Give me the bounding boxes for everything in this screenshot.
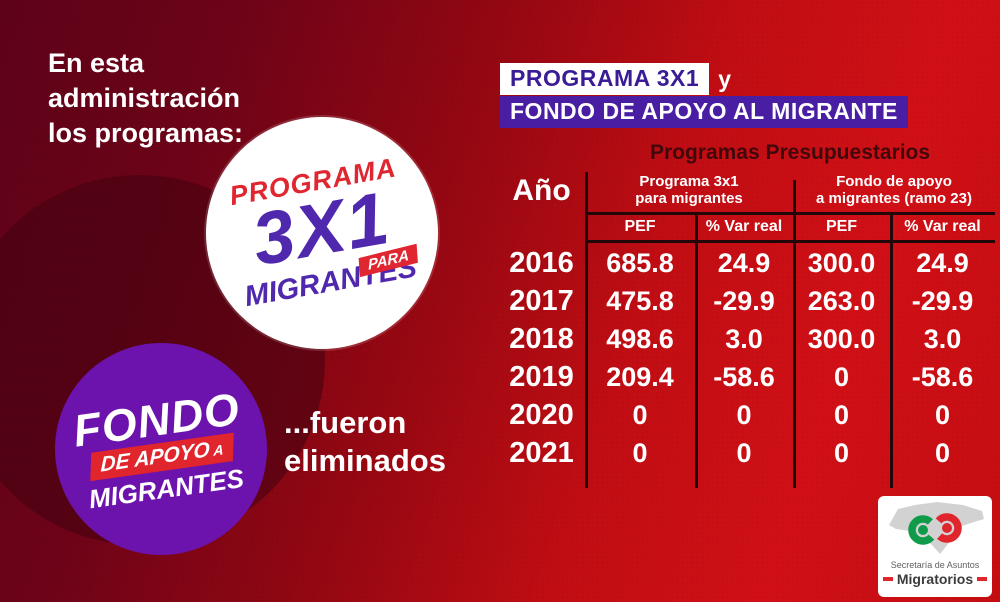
intro-line: los programas: (48, 118, 244, 149)
table-divider (793, 180, 796, 488)
title-conjunction: y (718, 65, 731, 92)
eliminated-line: ...fueron (284, 405, 407, 440)
table-cell: 685.8 (606, 247, 674, 278)
table-row: 2020 0 0 0 0 (498, 396, 995, 434)
table-divider (890, 214, 893, 488)
table-cell: 209.4 (606, 361, 674, 392)
table-row: 2016 685.8 24.9 300.0 24.9 (498, 244, 995, 282)
year-cell: 2021 (509, 436, 574, 469)
logo-dash-right (977, 577, 988, 581)
logo-org-line: Secretaría de Asuntos (890, 560, 980, 570)
badge-fondo-apoyo: FONDO DE APOYO A MIGRANTES (55, 343, 267, 555)
badge-fondo-band-suffix: A (213, 440, 224, 459)
logo-org-name: Migratorios (896, 571, 974, 587)
table-cell: 0 (833, 399, 850, 430)
table-group-header-row: Año Programa 3x1 para migrantes Fondo de… (498, 170, 995, 212)
badge-programa-3x1: PROGRAMA 3X1 PARA MIGRANTES (206, 117, 438, 349)
table-subheader-row: PEF % Var real PEF % Var real (498, 214, 995, 240)
table-cell: 0 (934, 399, 951, 430)
table-cell: 0 (833, 361, 850, 392)
table-divider (695, 214, 698, 488)
table-cell: 0 (833, 437, 850, 468)
table-cell: 0 (934, 437, 951, 468)
year-cell: 2017 (509, 284, 574, 317)
column-header-pef-1: PEF (624, 218, 656, 235)
sam-logo-card: Secretaría de Asuntos Migratorios (878, 496, 992, 597)
table-cell: 3.0 (725, 323, 763, 354)
year-cell: 2018 (509, 322, 574, 355)
table-row: 2017 475.8 -29.9 263.0 -29.9 (498, 282, 995, 320)
eliminated-text: ...fueron eliminados (284, 404, 446, 480)
year-cell: 2020 (509, 398, 574, 431)
table-cell: -58.6 (911, 361, 974, 392)
table-row: 2021 0 0 0 0 (498, 434, 995, 472)
table-divider (585, 172, 588, 488)
table-divider (585, 212, 995, 215)
table-cell: 0 (736, 399, 752, 430)
table-cell: 263.0 (807, 285, 876, 316)
column-header-pef-2: PEF (825, 218, 858, 235)
title-fondo-apoyo: FONDO DE APOYO AL MIGRANTE (500, 96, 908, 128)
intro-text: En esta administración los programas: (48, 46, 243, 151)
page-title: PROGRAMA 3X1 y FONDO DE APOYO AL MIGRANT… (500, 63, 908, 128)
budget-table: Año Programa 3x1 para migrantes Fondo de… (498, 170, 995, 492)
table-cell: -29.9 (713, 285, 775, 316)
column-header-var-1: % Var real (705, 218, 783, 235)
table-cell: 300.0 (807, 323, 876, 354)
table-cell: 0 (632, 399, 648, 430)
title-programa-3x1: PROGRAMA 3X1 (500, 63, 710, 95)
logo-dash-left (882, 577, 893, 581)
table-cell: 24.9 (717, 247, 771, 278)
year-cell: 2016 (509, 246, 574, 279)
group-header-fondo-apoyo: Fondo de apoyo a migrantes (ramo 23) (816, 173, 972, 207)
table-body: 2016 685.8 24.9 300.0 24.9 2017 475.8 -2… (498, 244, 995, 472)
table-cell: 0 (736, 437, 752, 468)
column-header-var-2: % Var real (904, 218, 981, 235)
eliminated-line: eliminados (284, 442, 446, 478)
table-cell: 24.9 (916, 247, 969, 278)
sam-logo-icon (889, 502, 984, 554)
table-row: 2019 209.4 -58.6 0 -58.6 (498, 358, 995, 396)
year-cell: 2019 (509, 360, 574, 393)
table-cell: 0 (632, 437, 648, 468)
group-header-programa-3x1: Programa 3x1 para migrantes (635, 173, 743, 207)
intro-line: administración (48, 83, 241, 114)
table-title: Programas Presupuestarios (649, 141, 931, 164)
table-cell: -58.6 (713, 361, 775, 392)
mexico-map-icon (889, 502, 984, 554)
table-cell: -29.9 (911, 285, 974, 316)
year-column-header: Año (512, 174, 571, 207)
table-divider (585, 240, 995, 243)
table-cell: 300.0 (807, 247, 876, 278)
intro-line: En esta (48, 48, 145, 78)
table-cell: 498.6 (606, 323, 674, 354)
table-row: 2018 498.6 3.0 300.0 3.0 (498, 320, 995, 358)
table-cell: 3.0 (923, 323, 962, 354)
table-cell: 475.8 (606, 285, 674, 316)
